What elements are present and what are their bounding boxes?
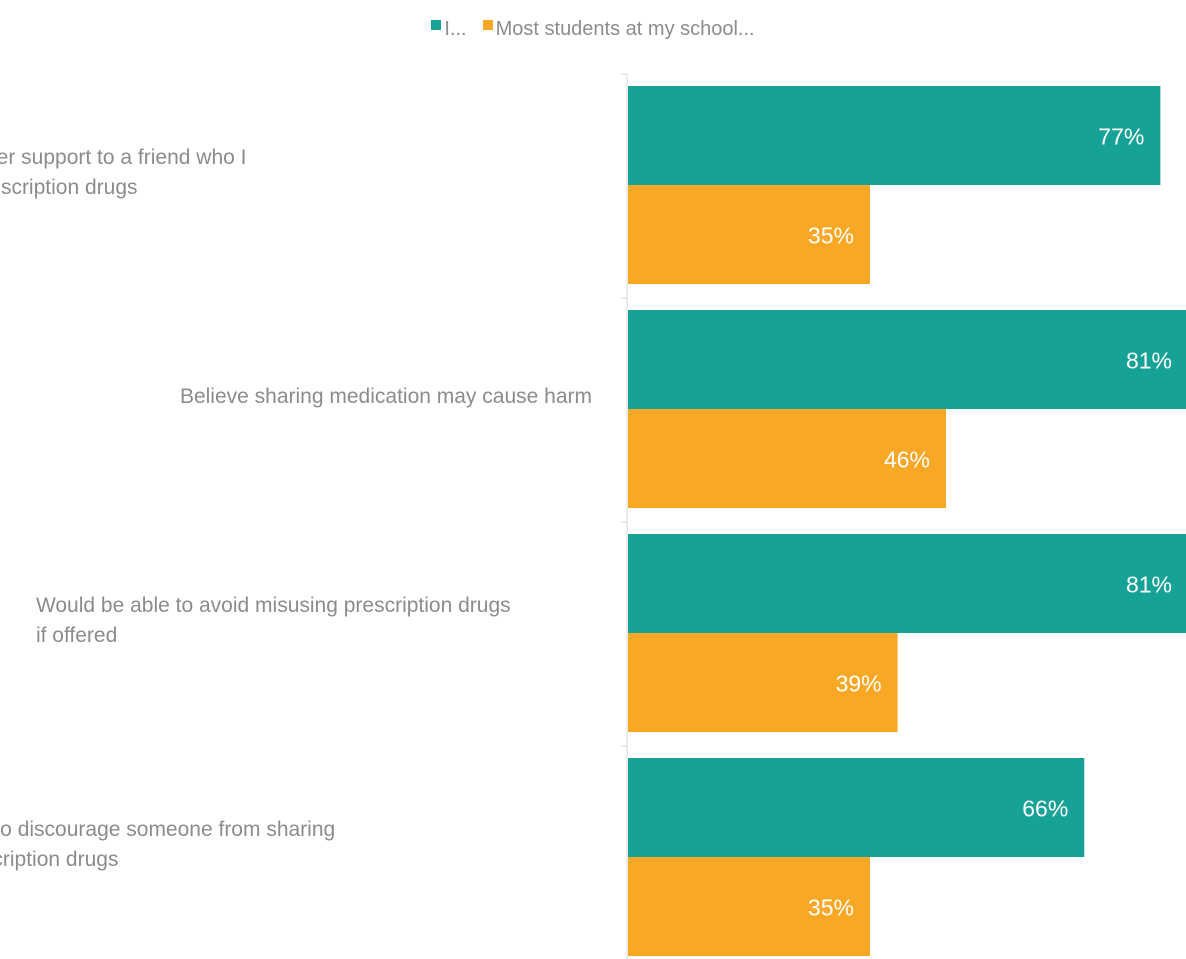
category-label-line: suspect is abusing prescription drugs — [0, 176, 138, 199]
bar-i — [628, 310, 1186, 409]
legend: I... Most students at my school... — [0, 18, 1186, 41]
bar-most-students — [628, 185, 870, 284]
data-label: 66% — [1022, 796, 1068, 822]
category-label: Would be able to avoid misusing prescrip… — [36, 594, 511, 647]
data-label: 39% — [836, 671, 882, 697]
bar-i — [628, 758, 1085, 857]
data-label: 77% — [1098, 124, 1144, 150]
category-label-line: Would step in to discourage someone from… — [0, 818, 335, 841]
legend-item-series-2: Most students at my school... — [482, 18, 755, 41]
bar-i — [628, 86, 1161, 185]
data-label: 35% — [808, 895, 854, 921]
bar-i — [628, 534, 1186, 633]
category-label-line: or selling prescription drugs — [0, 848, 118, 871]
legend-label-series-2: Most students at my school... — [495, 18, 755, 40]
category-label-line: Would be able to avoid misusing prescrip… — [36, 594, 511, 617]
category-label: Believe sharing medication may cause har… — [180, 385, 592, 408]
data-label: 35% — [808, 223, 854, 249]
category-label-line: Would reach out to offer support to a fr… — [0, 146, 246, 169]
category-label-line: if offered — [36, 624, 117, 647]
data-label: 81% — [1126, 348, 1172, 374]
data-label: 46% — [884, 447, 930, 473]
category-label: Would step in to discourage someone from… — [0, 818, 335, 871]
legend-label-series-1: I... — [444, 18, 467, 40]
category-label: Would reach out to offer support to a fr… — [0, 146, 246, 199]
data-label: 81% — [1126, 572, 1172, 598]
bar-most-students — [628, 857, 870, 956]
legend-swatch-series-1 — [431, 20, 442, 30]
legend-item-series-1: I... — [431, 18, 467, 41]
category-label-line: Believe sharing medication may cause har… — [180, 385, 592, 408]
legend-swatch-series-2 — [482, 20, 493, 30]
bar-most-students — [628, 633, 898, 732]
bar-most-students — [628, 409, 947, 508]
